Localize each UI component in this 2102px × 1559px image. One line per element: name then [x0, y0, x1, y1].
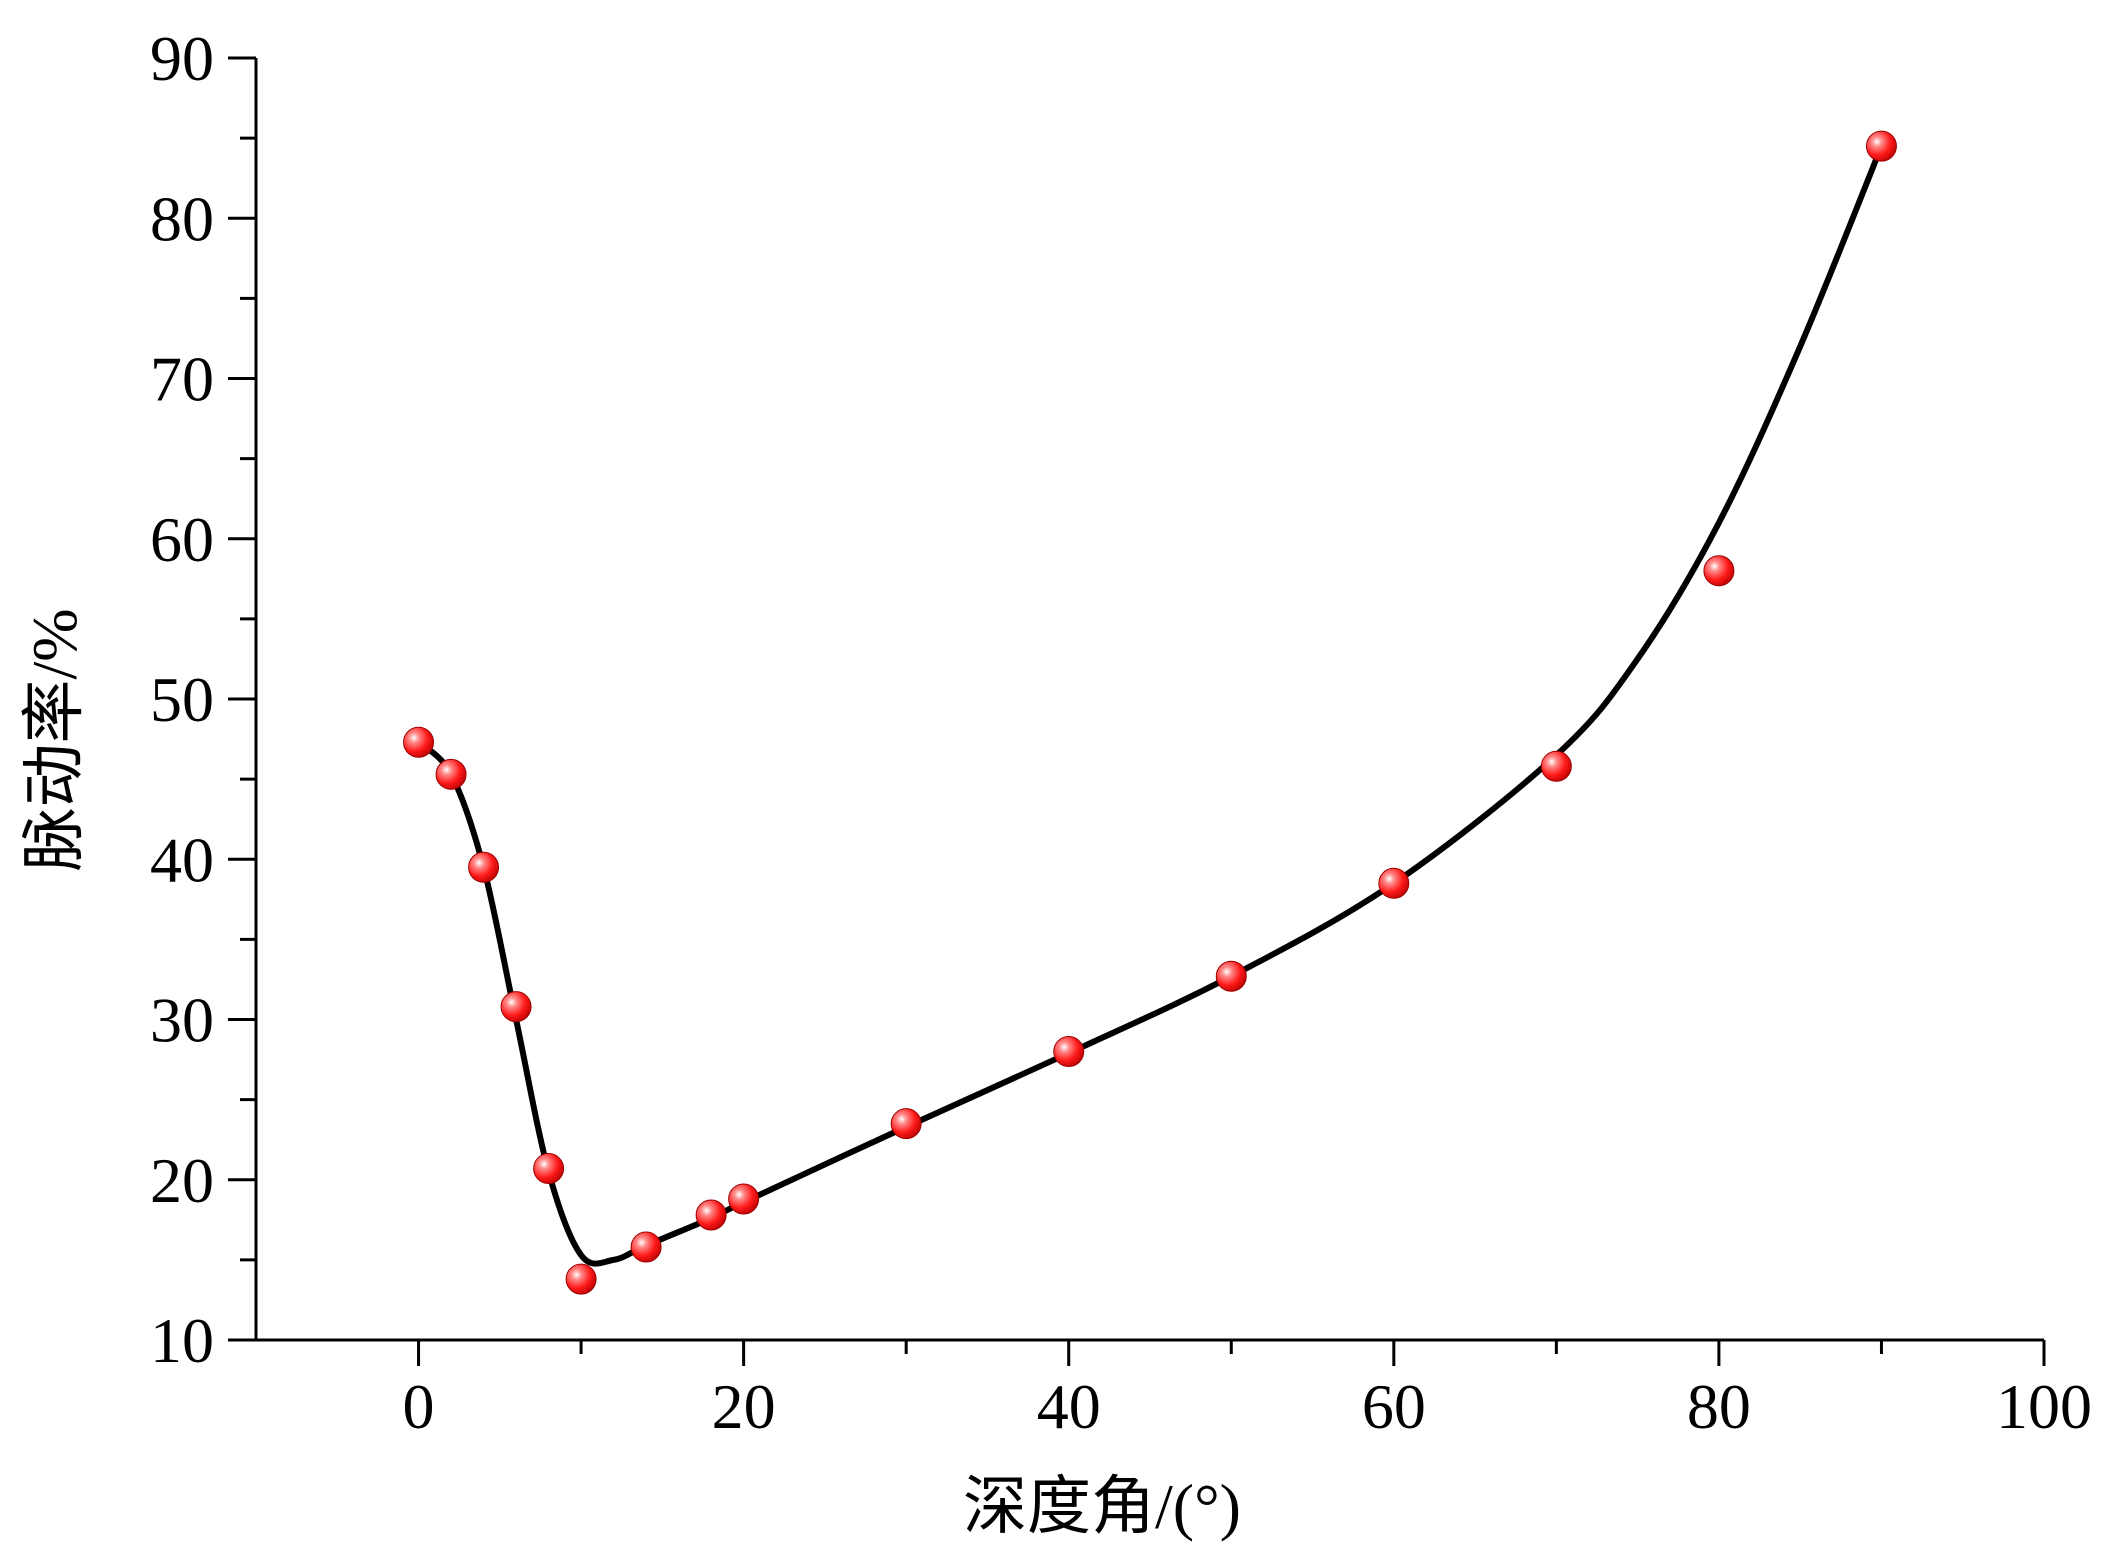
- y-tick-label: 90: [150, 23, 214, 94]
- y-tick-label: 30: [150, 985, 214, 1056]
- data-points: [403, 130, 1897, 1295]
- fit-curve-line: [415, 143, 1885, 1267]
- data-point: [630, 1231, 662, 1263]
- y-axis-title: 脉动率/%: [19, 608, 90, 871]
- x-tick-label: 40: [1037, 1371, 1101, 1442]
- y-tick-label: 70: [150, 344, 214, 415]
- y-tick-label: 50: [150, 664, 214, 735]
- data-point: [1378, 867, 1410, 899]
- x-tick-label: 20: [712, 1371, 776, 1442]
- ticks: 10 20 30 40 50 60 70 80 90 0 20 40 60 80 100: [150, 23, 2092, 1442]
- x-tick-label: 0: [403, 1371, 435, 1442]
- data-point: [695, 1199, 727, 1231]
- axes: [254, 58, 2044, 1342]
- data-point: [1215, 960, 1247, 992]
- fit-curve-layer: [415, 143, 1885, 1267]
- y-tick-label: 20: [150, 1145, 214, 1216]
- data-point: [565, 1263, 597, 1295]
- data-point: [1053, 1036, 1085, 1068]
- data-point: [1540, 750, 1572, 782]
- data-point: [890, 1108, 922, 1140]
- data-point: [533, 1153, 565, 1185]
- data-point: [500, 991, 532, 1023]
- data-point: [1703, 555, 1735, 587]
- data-point: [403, 726, 435, 758]
- x-tick-label: 100: [1996, 1371, 2092, 1442]
- y-tick-label: 60: [150, 504, 214, 575]
- data-point: [468, 851, 500, 883]
- data-point: [1865, 130, 1897, 162]
- y-tick-label: 10: [150, 1305, 214, 1376]
- x-axis-title: 深度角/(°): [963, 1471, 1241, 1542]
- x-tick-label: 60: [1362, 1371, 1426, 1442]
- y-tick-label: 80: [150, 183, 214, 254]
- y-tick-label: 40: [150, 824, 214, 895]
- x-tick-label: 80: [1687, 1371, 1751, 1442]
- data-point: [435, 758, 467, 790]
- data-point: [728, 1183, 760, 1215]
